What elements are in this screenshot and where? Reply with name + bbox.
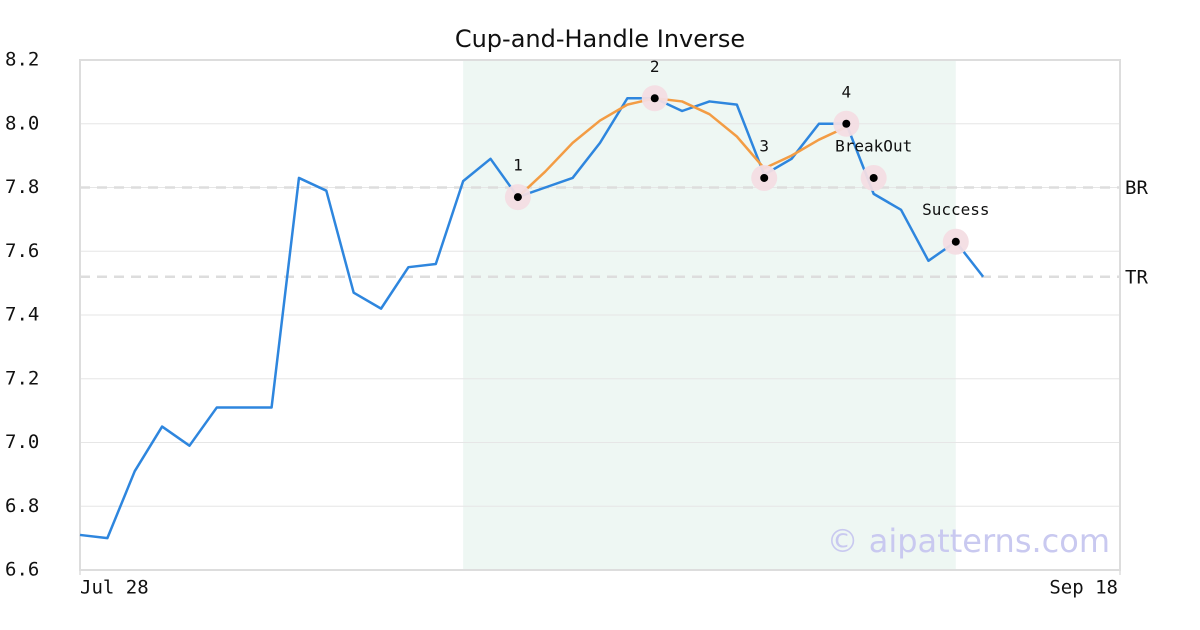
- watermark: © aipatterns.com: [827, 522, 1110, 560]
- series-line: [79, 97, 985, 540]
- point-dot: [869, 173, 878, 182]
- y-tick-label: 7.6: [5, 240, 39, 262]
- point-label: BreakOut: [835, 136, 912, 155]
- x-tick-label: Jul 28: [80, 577, 149, 599]
- point-label: 3: [759, 136, 769, 155]
- point-dot: [760, 173, 769, 182]
- y-tick-label: 6.8: [5, 495, 39, 517]
- y-tick-label: 8.0: [5, 112, 39, 134]
- level-label: BR: [1125, 177, 1148, 199]
- plot-frame: [79, 59, 1121, 571]
- point-dot: [513, 193, 522, 202]
- point-label: 4: [841, 82, 851, 101]
- y-tick-label: 7.4: [5, 304, 39, 326]
- series-line: [517, 97, 847, 198]
- point-label: 2: [650, 57, 660, 76]
- x-tick-label: Sep 18: [1049, 577, 1118, 599]
- y-tick-label: 7.0: [5, 431, 39, 453]
- point-label: Success: [922, 200, 989, 219]
- point-dot: [650, 94, 659, 103]
- chart-title: Cup-and-Handle Inverse: [455, 25, 745, 53]
- y-tick-label: 6.6: [5, 559, 39, 581]
- point-label: 1: [513, 156, 523, 175]
- point-dot: [951, 237, 960, 246]
- y-tick-label: 8.2: [5, 49, 39, 71]
- y-tick-label: 7.2: [5, 367, 39, 389]
- level-label: TR: [1125, 266, 1148, 288]
- point-dot: [842, 119, 851, 128]
- y-tick-label: 7.8: [5, 176, 39, 198]
